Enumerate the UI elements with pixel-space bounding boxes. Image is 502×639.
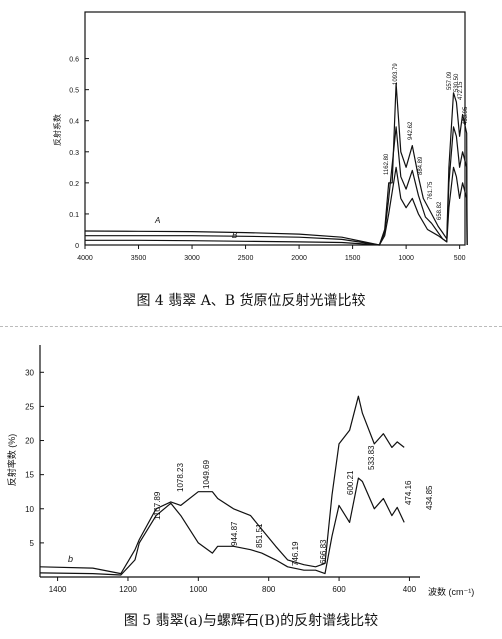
series-line-unlabeled [85, 166, 468, 246]
y-tick-label: 20 [25, 437, 34, 446]
x-tick-label: 500 [454, 255, 466, 262]
chart-fig4: 4000 3500 3000 2500 2000 1500 1000 500 0 0.1 0.2 0.… [52, 11, 469, 262]
y-tick-label: 0.2 [69, 181, 79, 188]
series-line-b [39, 477, 405, 576]
series-line-a [39, 395, 405, 575]
x-tick-label: 1200 [119, 585, 137, 594]
series-line-B [85, 126, 468, 246]
x-tick-label: 2000 [291, 255, 307, 262]
x-tick-label: 3500 [131, 255, 147, 262]
peak-label: 1078.23 [176, 463, 185, 492]
peak-label: 761.75 [428, 181, 434, 200]
curve-label: A [154, 216, 160, 225]
x-axis-label: 波数 (cm⁻¹) [428, 586, 474, 597]
y-tick-label: 5 [30, 539, 35, 548]
y-tick-label: 30 [25, 368, 34, 377]
peak-label: 530.50 [454, 73, 460, 92]
figure4-caption: 图 4 翡翠 A、B 货原位反射光谱比较 [136, 293, 366, 309]
peak-label: 884.89 [418, 156, 424, 175]
divider [0, 326, 502, 327]
peak-label: 433.95 [463, 106, 469, 125]
y-tick-label: 0.3 [69, 150, 79, 157]
y-tick-label: 15 [25, 471, 34, 480]
peak-label: 1093.79 [393, 63, 399, 85]
peak-label: 1162.80 [384, 153, 390, 175]
peak-label: 944.87 [230, 521, 239, 546]
peak-label: 658.82 [437, 201, 443, 220]
peak-label: 1167.89 [153, 491, 162, 520]
x-tick-label: 1000 [398, 255, 414, 262]
peak-label: 533.83 [367, 445, 376, 470]
y-tick-label: 0 [75, 243, 79, 250]
x-tick-label: 3000 [184, 255, 200, 262]
plot-frame [84, 11, 466, 246]
curve-label: B [232, 231, 238, 240]
series-line-A [84, 82, 468, 246]
y-tick-label: 0.6 [69, 57, 79, 64]
y-tick-label: 0.1 [69, 212, 79, 219]
x-tick-label: 600 [332, 585, 346, 594]
x-tick-label: 4000 [77, 255, 93, 262]
x-tick-label: 2500 [238, 255, 254, 262]
x-tick-label: 1400 [49, 585, 67, 594]
y-tick-label: 25 [25, 402, 34, 411]
y-tick-label: 0.5 [69, 88, 79, 95]
peak-label: 851.51 [255, 523, 264, 548]
x-tick-label: 400 [403, 585, 417, 594]
chart-fig5: 1400 1200 1000 800 600 400 5 10 15 20 25 30 反射率数 (%)… [6, 345, 474, 597]
peak-label: 666.83 [319, 539, 328, 564]
peak-label: 746.19 [291, 541, 300, 566]
peak-label: 942.62 [408, 121, 414, 140]
x-tick-label: 1000 [189, 585, 207, 594]
y-axis-label: 反射系数 [52, 114, 62, 146]
peak-label: 474.16 [404, 480, 413, 505]
peak-label: 557.09 [447, 71, 453, 90]
x-tick-label: 800 [262, 585, 276, 594]
x-tick-label: 1500 [345, 255, 361, 262]
peak-label: 600.21 [346, 470, 355, 495]
peak-label: 1049.69 [202, 460, 211, 489]
y-tick-label: 10 [25, 505, 34, 514]
figure5-caption: 图 5 翡翠(a)与螺辉石(B)的反射谱线比较 [123, 613, 379, 629]
peak-label: 472.15 [458, 81, 464, 100]
curve-label: b [68, 554, 73, 564]
y-tick-label: 0.4 [69, 119, 79, 126]
y-axis-label: 反射率数 (%) [6, 434, 17, 487]
peak-label: 434.85 [425, 485, 434, 510]
